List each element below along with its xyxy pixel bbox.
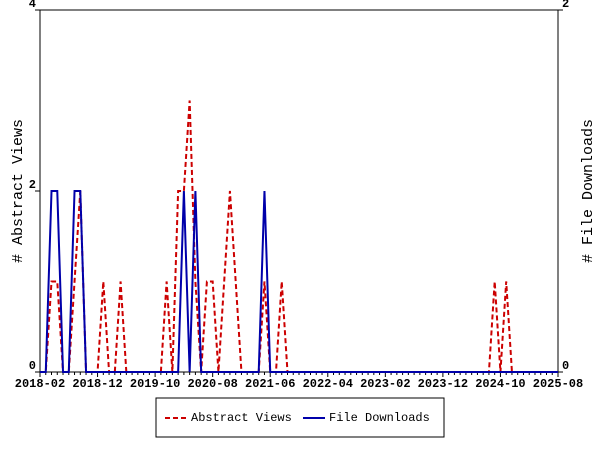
plot-frame: [39, 9, 559, 373]
x-tick-label: 2018-02: [15, 377, 65, 391]
x-tick-label: 2024-10: [475, 377, 525, 391]
line-series: [40, 190, 558, 373]
x-tick-label: 2022-04: [303, 377, 353, 391]
legend-label: File Downloads: [329, 411, 430, 425]
legend-box: [155, 397, 445, 438]
x-tick-label: 2025-08: [533, 377, 583, 391]
x-tick-label: 2023-12: [418, 377, 468, 391]
x-tick-label: 2021-06: [245, 377, 295, 391]
x-tick-label: 2018-12: [72, 377, 122, 391]
legend-label: Abstract Views: [191, 411, 292, 425]
y2-tick-label: 2: [562, 0, 569, 11]
y-tick-label: 4: [29, 0, 36, 11]
x-tick-label: 2019-10: [130, 377, 180, 391]
x-tick-label: 2020-08: [187, 377, 237, 391]
y-tick-label: 0: [29, 359, 36, 373]
y-axis-title: # Abstract Views: [10, 119, 27, 263]
y2-axis-title: # File Downloads: [580, 119, 597, 263]
y2-tick-label: 0: [562, 359, 569, 373]
x-tick-label: 2023-02: [360, 377, 410, 391]
line-series: [40, 100, 558, 373]
y-tick-label: 2: [29, 178, 36, 192]
